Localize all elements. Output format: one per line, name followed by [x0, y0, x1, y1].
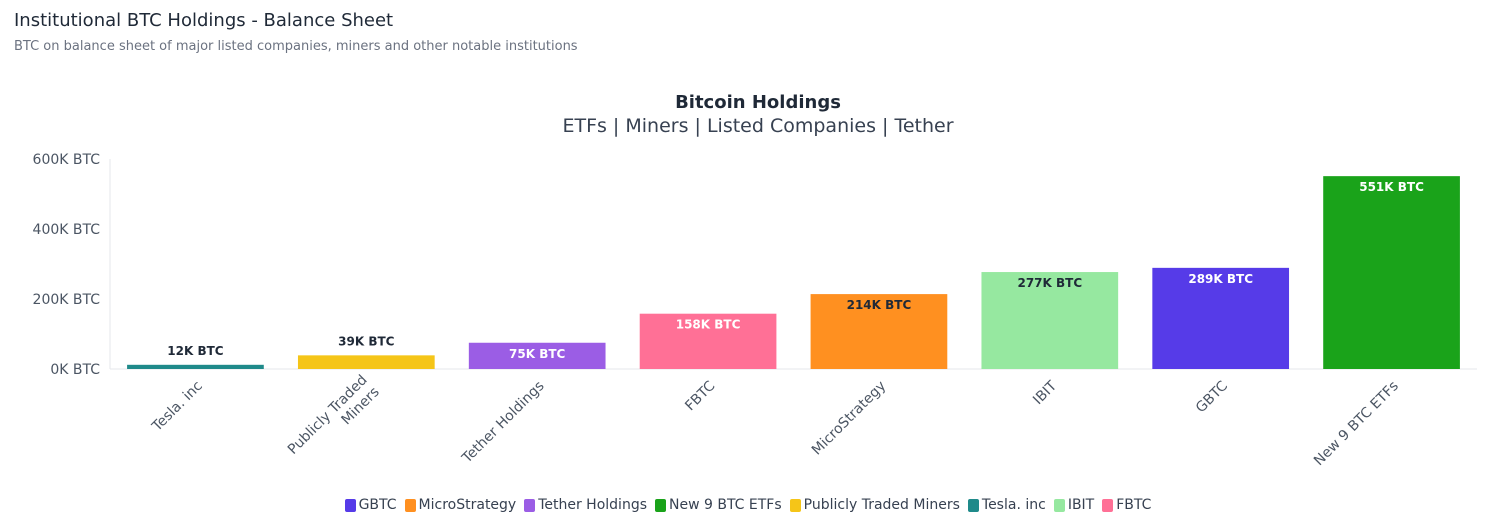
chart-bars	[127, 176, 1460, 369]
legend-item[interactable]: MicroStrategy	[404, 497, 517, 513]
bar[interactable]	[810, 294, 948, 369]
y-tick-label: 600K BTC	[33, 152, 101, 168]
x-tick-label: Tether Holdings	[459, 378, 548, 467]
y-tick-label: 0K BTC	[50, 362, 100, 378]
bar[interactable]	[1323, 176, 1460, 369]
legend-label: MicroStrategy	[418, 497, 517, 513]
bar-data-label: 75K BTC	[509, 347, 566, 361]
bar-data-label: 289K BTC	[1188, 272, 1253, 286]
legend-swatch	[524, 498, 536, 512]
legend-swatch	[404, 498, 416, 512]
x-tick-label-line: Tether Holdings	[459, 378, 548, 467]
chart-data-labels: 12K BTC 39K BTC 75K BTC 158K BTC 214K BTC 277…	[167, 180, 1424, 361]
bar[interactable]	[468, 342, 606, 369]
legend-swatch	[1053, 498, 1065, 512]
x-tick-label: FBTC	[682, 378, 718, 414]
legend-item[interactable]: Publicly Traded Miners	[789, 497, 960, 513]
chart-legend: GBTC MicroStrategy Tether Holdings New 9 BT…	[0, 497, 1496, 513]
bar-data-label: 277K BTC	[1017, 276, 1082, 290]
legend-label: Publicly Traded Miners	[803, 497, 960, 513]
legend-swatch	[344, 498, 356, 512]
bitcoin-holdings-bar-chart: Bitcoin Holdings ETFs | Miners | Listed …	[33, 92, 1477, 469]
legend-label: Tesla. inc	[981, 497, 1046, 513]
bar[interactable]	[297, 355, 435, 369]
bar[interactable]	[127, 364, 264, 369]
x-tick-label: Tesla. inc	[149, 378, 206, 435]
bar[interactable]	[1152, 267, 1290, 369]
x-tick-label-line: IBIT	[1030, 378, 1060, 408]
bar-data-label: 39K BTC	[338, 334, 395, 348]
bar[interactable]	[981, 272, 1119, 369]
chart-subtitle: ETFs | Miners | Listed Companies | Tethe…	[562, 115, 953, 137]
x-tick-label-line: Tesla. inc	[149, 378, 206, 435]
bar-data-label: 12K BTC	[167, 344, 224, 358]
legend-swatch	[1102, 498, 1114, 512]
legend-label: GBTC	[358, 497, 397, 513]
legend-label: Tether Holdings	[538, 497, 647, 513]
legend-item[interactable]: IBIT	[1053, 497, 1095, 513]
page-subtitle: BTC on balance sheet of major listed com…	[14, 39, 578, 54]
legend-item[interactable]: New 9 BTC ETFs	[655, 497, 782, 513]
legend-item[interactable]: FBTC	[1102, 497, 1151, 513]
legend-label: FBTC	[1116, 497, 1152, 513]
chart-title: Bitcoin Holdings	[675, 92, 841, 113]
legend-label: IBIT	[1067, 497, 1095, 513]
legend-item[interactable]: GBTC	[344, 497, 397, 513]
y-tick-label: 400K BTC	[33, 222, 101, 238]
y-tick-label: 200K BTC	[33, 292, 101, 308]
x-tick-label-line: FBTC	[682, 378, 718, 414]
page-title: Institutional BTC Holdings - Balance She…	[14, 10, 394, 31]
bar-data-label: 551K BTC	[1359, 180, 1424, 194]
legend-item[interactable]: Tether Holdings	[524, 497, 647, 513]
x-tick-label: GBTC	[1193, 378, 1231, 416]
bar-data-label: 214K BTC	[847, 298, 912, 312]
legend-swatch	[967, 498, 979, 512]
legend-label: New 9 BTC ETFs	[669, 497, 782, 513]
bar-data-label: 158K BTC	[676, 318, 741, 332]
x-tick-label-line: New 9 BTC ETFs	[1311, 378, 1402, 469]
x-tick-label: New 9 BTC ETFs	[1311, 378, 1402, 469]
x-tick-label: IBIT	[1030, 378, 1060, 408]
legend-swatch	[789, 498, 801, 512]
legend-swatch	[655, 498, 666, 512]
x-tick-label-line: MicroStrategy	[809, 378, 889, 458]
x-tick-label: MicroStrategy	[809, 378, 889, 458]
x-tick-label-line: GBTC	[1193, 378, 1231, 416]
legend-item[interactable]: Tesla. inc	[967, 497, 1046, 513]
bar[interactable]	[639, 313, 777, 369]
